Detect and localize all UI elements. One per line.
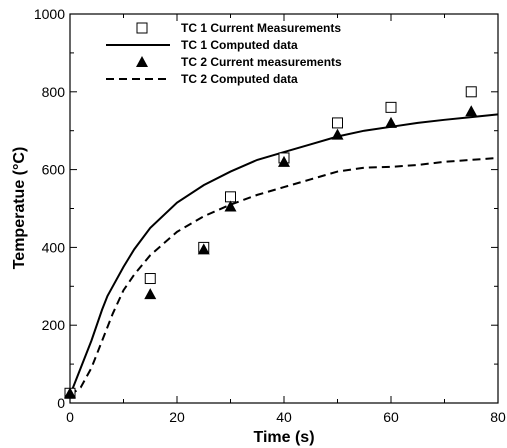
y-tick-label: 200 <box>42 317 66 333</box>
x-tick-label: 40 <box>276 409 292 425</box>
data-point-triangle <box>465 105 478 117</box>
y-tick-label: 800 <box>42 84 66 100</box>
data-point-triangle <box>224 200 237 212</box>
data-point-triangle <box>144 288 157 300</box>
legend-label: TC 1 Computed data <box>181 38 298 52</box>
x-tick-label: 0 <box>66 409 74 425</box>
data-point-triangle <box>278 155 290 167</box>
data-point-square <box>385 101 397 113</box>
data-point-triangle <box>331 128 344 140</box>
legend-label: TC 2 Computed data <box>181 72 298 86</box>
series-line <box>69 113 499 396</box>
x-tick-label: 20 <box>169 409 185 425</box>
axis-ticks <box>69 13 499 404</box>
series-line <box>69 156 499 397</box>
y-tick-label: 600 <box>42 162 66 178</box>
data-point-square <box>144 273 156 285</box>
data-point-triangle <box>385 116 397 128</box>
x-tick-label: 60 <box>383 409 399 425</box>
legend-item: TC 1 Current Measurements <box>136 21 341 35</box>
y-tick-label: 400 <box>42 239 66 255</box>
x-tick-label: 80 <box>490 409 506 425</box>
data-point-triangle <box>197 243 210 255</box>
legend-label: TC 1 Current Measurements <box>181 21 341 35</box>
series-1-line-group <box>69 113 499 396</box>
series-3-line-group <box>69 156 499 397</box>
y-tick-label: 0 <box>57 395 65 411</box>
series-0-markers <box>64 86 477 399</box>
series-2-markers <box>64 105 478 399</box>
data-point-square <box>465 86 477 98</box>
legend-item: TC 2 Computed data <box>106 72 298 86</box>
legend: TC 1 Current Measurements TC 1 Computed d… <box>106 21 342 86</box>
legend-label: TC 2 Current measurements <box>181 55 342 69</box>
data-point-square <box>332 117 343 129</box>
x-axis-title: Time (s) <box>253 429 314 446</box>
legend-item: TC 1 Computed data <box>106 38 298 52</box>
legend-item: TC 2 Current measurements <box>136 55 342 69</box>
y-axis-title: Temperatue (°C) <box>11 147 28 270</box>
legend-symbol-triangle <box>136 56 148 67</box>
data-point-triangle <box>64 387 76 399</box>
legend-symbol-square <box>136 22 148 34</box>
data-point-square <box>225 191 236 203</box>
y-tick-label: 1000 <box>34 6 65 22</box>
series-layer <box>64 86 499 399</box>
